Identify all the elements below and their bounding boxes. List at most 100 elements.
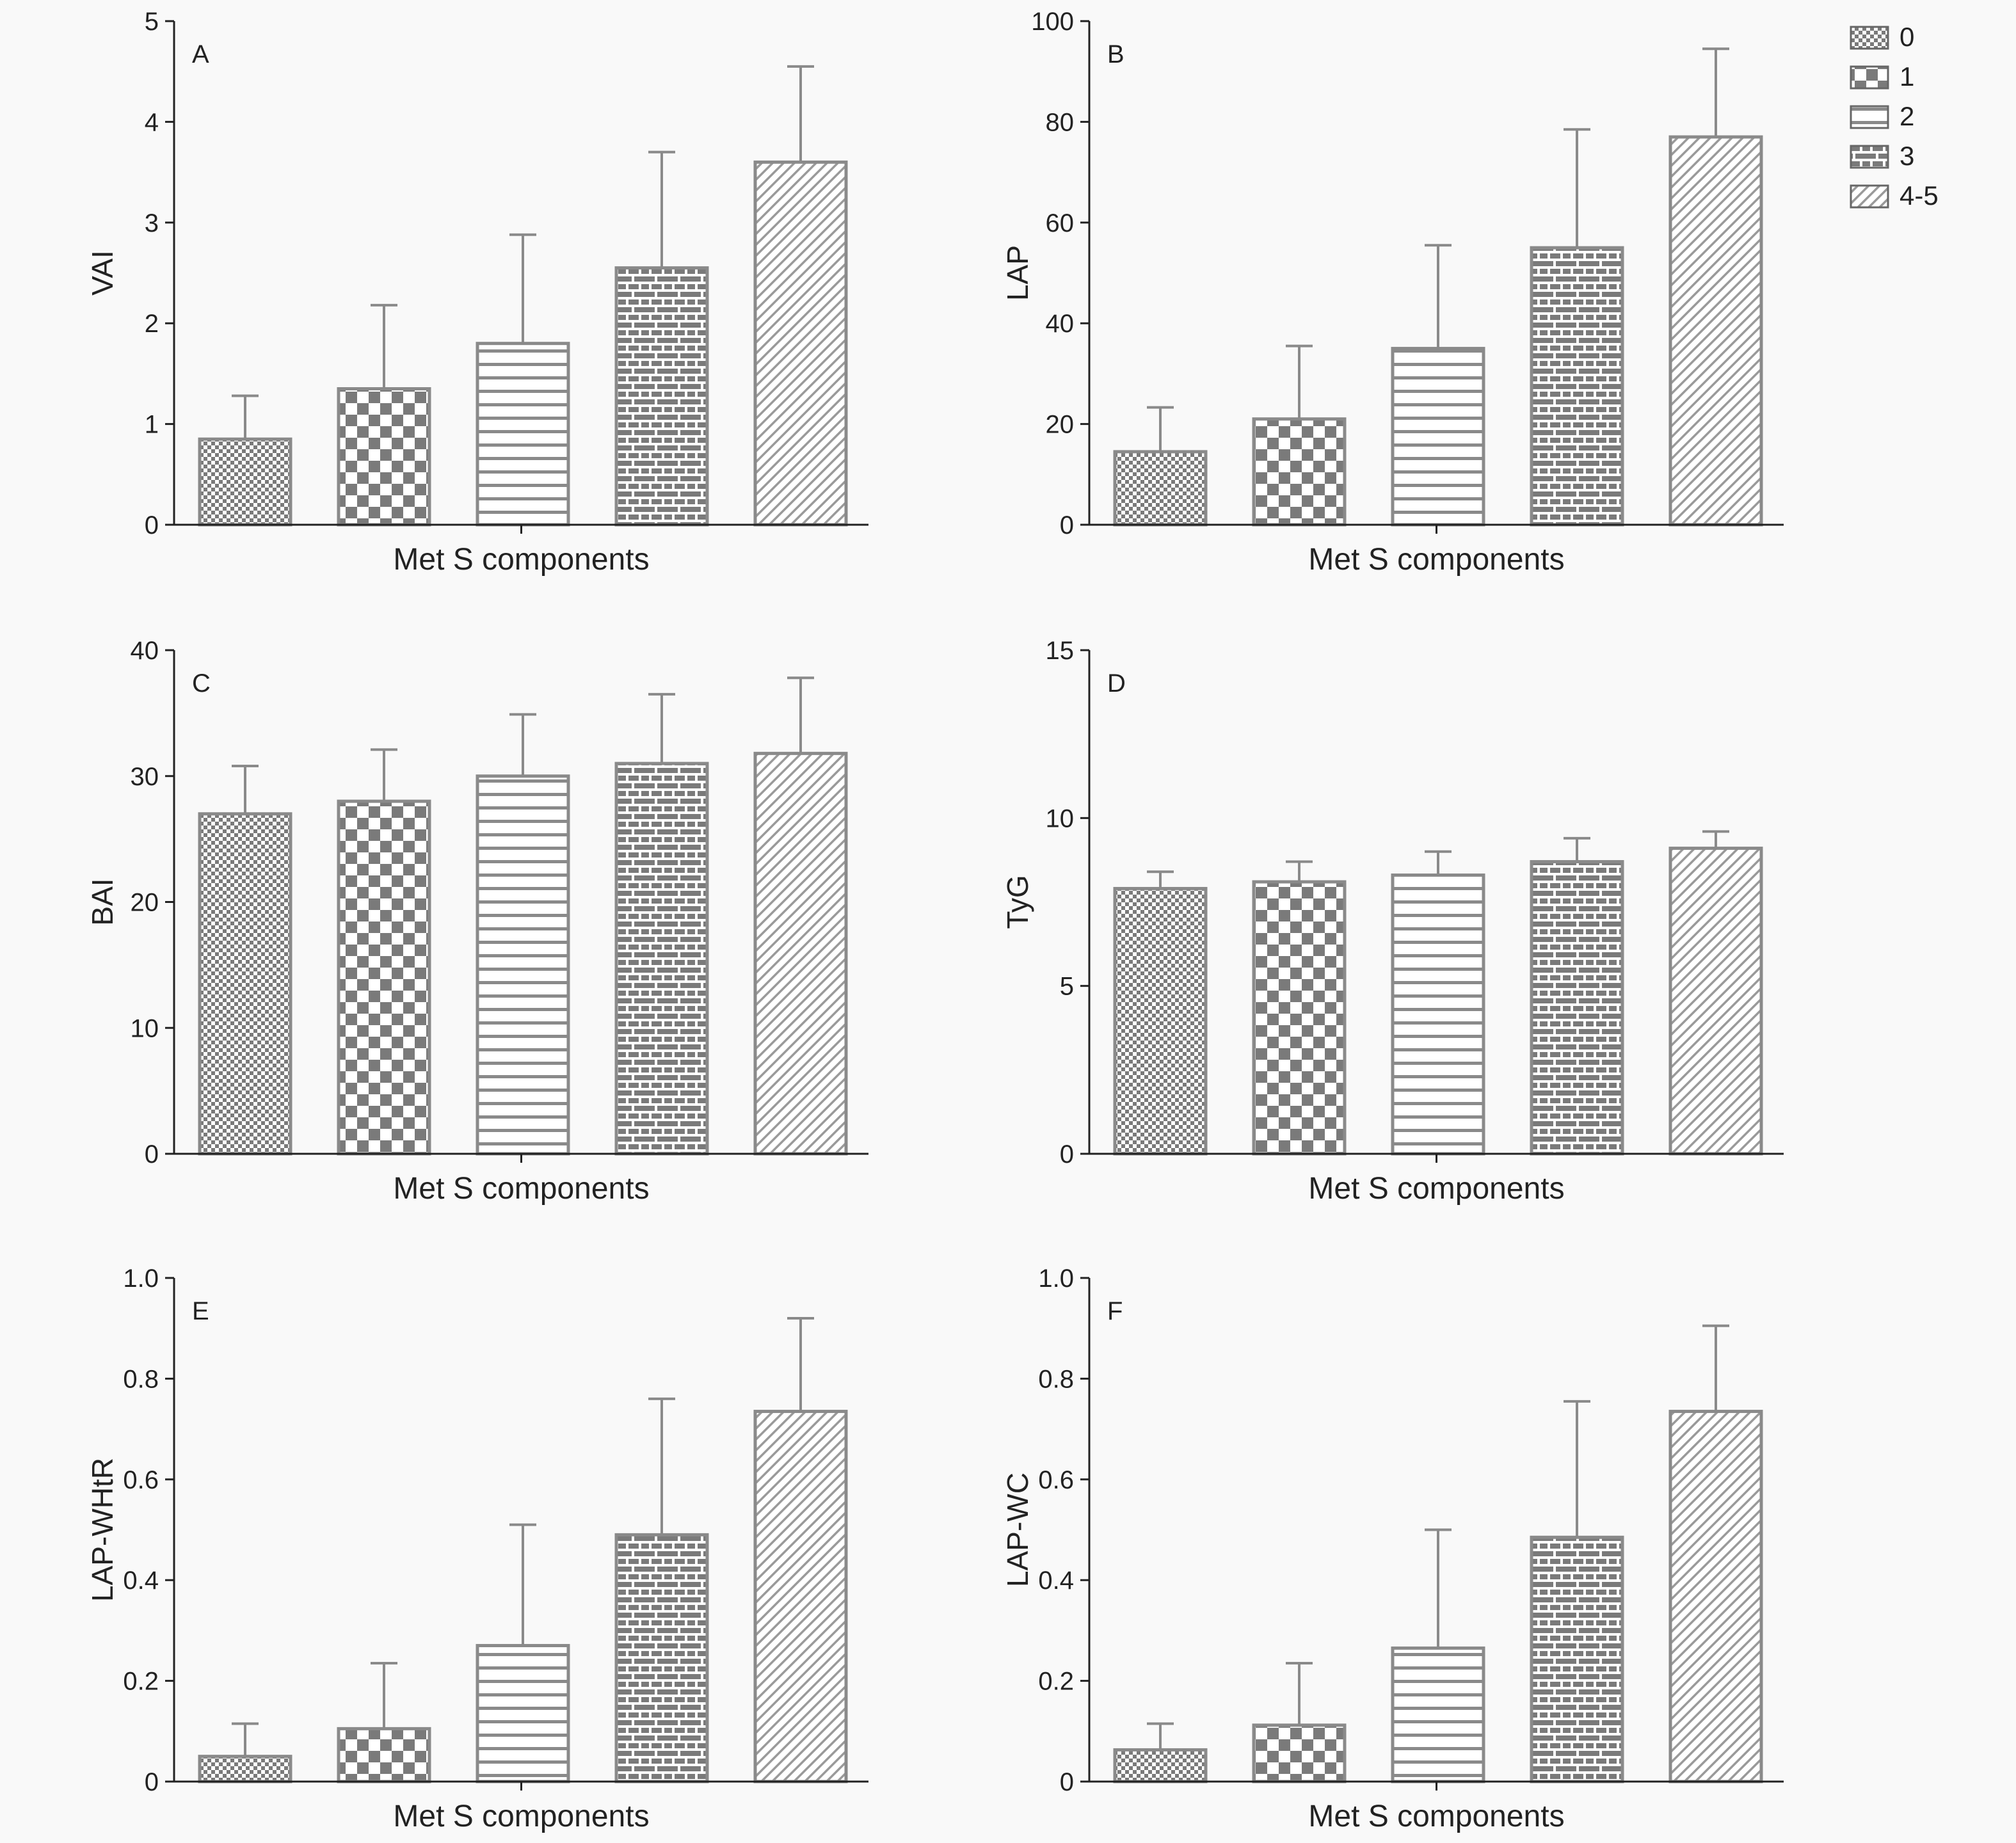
legend-item: 3 <box>1850 141 1914 171</box>
bar <box>476 774 570 1156</box>
chart-panel-A: 0 1 2 3 4 5 A Met S components VAI <box>86 8 868 577</box>
x-axis-label: Met S components <box>393 1799 649 1833</box>
legend-label: 0 <box>1900 22 1914 52</box>
y-tick-label: 0.6 <box>1038 1466 1074 1494</box>
bar <box>1252 880 1347 1156</box>
y-tick-label: 0 <box>145 511 159 539</box>
bar <box>476 1644 570 1783</box>
y-tick-label: 40 <box>131 637 159 665</box>
y-tick-label: 0 <box>145 1140 159 1169</box>
chart-panel-B: 0 20 40 60 80 100 B Met S components LAP <box>1001 8 1784 577</box>
legend-item: 4-5 <box>1850 180 1939 211</box>
y-tick-label: 5 <box>145 8 159 36</box>
y-tick-label: 3 <box>145 209 159 237</box>
bar <box>1391 874 1485 1156</box>
bar <box>1252 1723 1347 1783</box>
y-tick-label: 30 <box>131 763 159 791</box>
legend-item: 1 <box>1850 61 1914 92</box>
y-tick-label: 20 <box>1046 411 1075 439</box>
chart-panel-E: 0 0.2 0.4 0.6 0.8 1.0 E Met S components LAP-WHt… <box>86 1265 868 1833</box>
panel-label: E <box>192 1297 209 1325</box>
chart-panel-F: 0 0.2 0.4 0.6 0.8 1.0 F Met S components LAP-WC <box>1001 1265 1784 1833</box>
x-axis-label: Met S components <box>393 543 649 577</box>
bar <box>753 751 848 1156</box>
bar <box>337 387 431 527</box>
panel-label: D <box>1107 669 1126 698</box>
panel-label: F <box>1107 1297 1123 1325</box>
legend-swatch <box>1850 65 1889 90</box>
bar <box>753 1410 848 1783</box>
y-axis-label: VAI <box>86 250 119 296</box>
legend-swatch <box>1850 105 1889 129</box>
y-tick-label: 0 <box>145 1768 159 1796</box>
y-axis-label: LAP-WHtR <box>86 1458 119 1602</box>
y-axis-label: TyG <box>1001 875 1034 929</box>
bar <box>1113 450 1208 527</box>
y-tick-label: 0.2 <box>123 1668 159 1696</box>
chart-panel-D: 0 5 10 15 D Met S components TyG <box>1001 637 1784 1206</box>
legend-label: 3 <box>1900 141 1914 171</box>
bar <box>198 437 292 527</box>
y-axis-label: LAP-WC <box>1001 1472 1034 1587</box>
legend-label: 4-5 <box>1900 180 1939 211</box>
y-tick-label: 0.2 <box>1038 1668 1074 1696</box>
legend-swatch <box>1850 145 1889 169</box>
y-tick-label: 40 <box>1046 310 1075 338</box>
bar <box>1668 847 1763 1156</box>
x-axis-label: Met S components <box>1308 1172 1564 1206</box>
y-tick-label: 0.8 <box>123 1365 159 1393</box>
y-tick-label: 1.0 <box>1038 1265 1074 1293</box>
y-tick-label: 80 <box>1046 108 1075 136</box>
bar <box>753 160 848 527</box>
legend: 0 1 2 3 4-5 <box>1850 22 1939 211</box>
bar <box>337 799 431 1156</box>
bar <box>1530 246 1624 527</box>
bar <box>1668 1410 1763 1783</box>
y-axis-label: LAP <box>1001 245 1034 301</box>
panel-label: B <box>1107 40 1124 68</box>
bar <box>337 1727 431 1783</box>
bar <box>1391 1646 1485 1783</box>
bar <box>614 266 709 527</box>
y-tick-label: 60 <box>1046 209 1075 237</box>
y-tick-label: 4 <box>145 108 159 136</box>
legend-swatch <box>1850 184 1889 209</box>
x-axis-label: Met S components <box>1308 543 1564 577</box>
x-axis-label: Met S components <box>393 1172 649 1206</box>
bar <box>614 1533 709 1783</box>
y-tick-label: 2 <box>145 310 159 338</box>
y-tick-label: 0.4 <box>123 1567 159 1595</box>
bar <box>1530 860 1624 1156</box>
legend-label: 2 <box>1900 101 1914 131</box>
y-tick-label: 0 <box>1060 1140 1074 1169</box>
bar <box>614 762 709 1156</box>
y-tick-label: 0 <box>1060 1768 1074 1796</box>
bar <box>1668 135 1763 527</box>
y-tick-label: 100 <box>1031 8 1074 36</box>
y-tick-label: 0.8 <box>1038 1365 1074 1393</box>
legend-swatch <box>1850 26 1889 50</box>
y-tick-label: 20 <box>131 889 159 917</box>
bar <box>1391 347 1485 527</box>
y-tick-label: 0 <box>1060 511 1074 539</box>
bar <box>1113 887 1208 1156</box>
y-tick-label: 10 <box>1046 804 1075 833</box>
bar <box>198 1755 292 1783</box>
x-axis-label: Met S components <box>1308 1799 1564 1833</box>
bar <box>1530 1535 1624 1783</box>
y-tick-label: 1.0 <box>123 1265 159 1293</box>
bar <box>198 812 292 1156</box>
y-tick-label: 0.4 <box>1038 1567 1074 1595</box>
bar <box>476 342 570 527</box>
y-tick-label: 5 <box>1060 973 1074 1001</box>
y-tick-label: 10 <box>131 1014 159 1042</box>
y-tick-label: 1 <box>145 411 159 439</box>
panel-label: C <box>192 669 211 698</box>
y-tick-label: 0.6 <box>123 1466 159 1494</box>
legend-item: 2 <box>1850 101 1914 131</box>
y-tick-label: 15 <box>1046 637 1075 665</box>
panel-label: A <box>192 40 209 68</box>
legend-item: 0 <box>1850 22 1914 52</box>
